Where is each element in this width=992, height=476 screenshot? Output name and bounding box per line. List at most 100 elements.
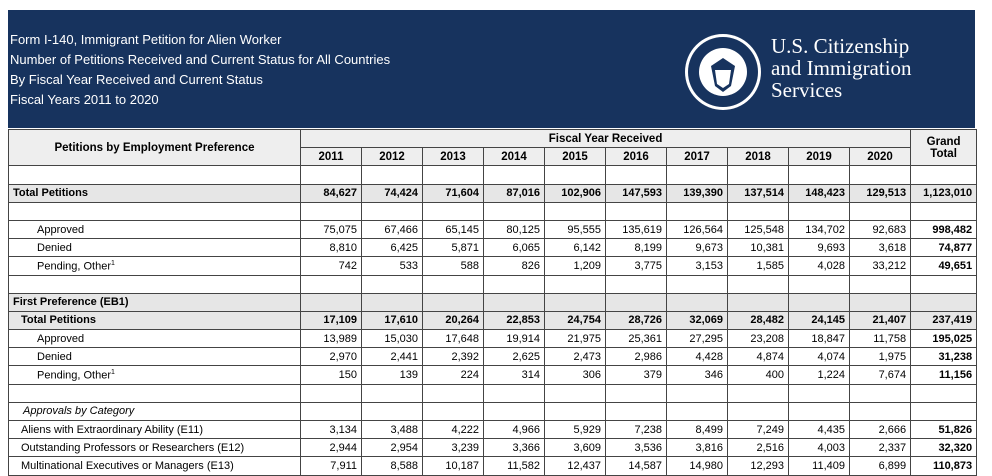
cell-text: 8,588 xyxy=(390,459,418,472)
cell-text: 24,145 xyxy=(811,314,845,327)
cell: 3,536 xyxy=(605,438,667,458)
cell: 23,208 xyxy=(727,329,789,349)
cell-text: 32,320 xyxy=(938,441,973,454)
cell: 4,874 xyxy=(727,347,789,367)
cell-text: 1,123,010 xyxy=(923,187,973,200)
cell: 4,222 xyxy=(422,419,484,440)
cell: 2,441 xyxy=(361,347,423,367)
row-label: Pending, Other1 xyxy=(8,365,301,385)
cell-text: 2,944 xyxy=(329,441,357,454)
cell-text: 33,212 xyxy=(872,259,907,272)
cell: 80,125 xyxy=(483,219,545,240)
cell: 7,674 xyxy=(848,365,912,385)
cell-text: 137,514 xyxy=(744,187,784,200)
blank-cell xyxy=(727,274,789,294)
blank-cell xyxy=(605,201,667,221)
blank-cell xyxy=(910,383,978,403)
cell: 742 xyxy=(300,256,362,276)
cell-text: 92,683 xyxy=(872,223,907,236)
blank-cell xyxy=(910,401,978,422)
table-row: 2011 2012 2013 2014 2015 2016 2017 2018 2019 2020 xyxy=(9,147,977,167)
cell: 2,970 xyxy=(300,347,362,367)
blank-cell xyxy=(727,383,789,403)
cell: 1,975 xyxy=(848,347,912,367)
cell: 9,693 xyxy=(788,238,850,258)
blank-cell xyxy=(666,292,728,312)
cell-text: 21,975 xyxy=(567,332,601,345)
cell: 11,156 xyxy=(910,365,978,385)
column-header: 2018 xyxy=(727,147,789,167)
column-header: 2013 xyxy=(422,147,484,167)
cell-text: 74,424 xyxy=(384,187,418,200)
cell: 3,488 xyxy=(361,419,423,440)
cell: 400 xyxy=(727,365,789,385)
table-row: Total Petitions 84,627 74,424 71,604 87,016 1… xyxy=(8,183,978,203)
table-row xyxy=(8,274,978,294)
cell: 3,618 xyxy=(848,238,912,258)
cell-text: 8,499 xyxy=(695,423,723,436)
cell: 148,423 xyxy=(788,183,850,203)
cell: 1,224 xyxy=(788,365,850,385)
blank-cell xyxy=(788,274,850,294)
cell: 4,028 xyxy=(788,256,850,276)
cell: 4,435 xyxy=(788,419,850,440)
cell-text: 74,877 xyxy=(938,241,973,254)
column-header: 2019 xyxy=(788,147,850,167)
cell-text: 742 xyxy=(338,259,357,272)
cell-text: 2,970 xyxy=(329,350,357,363)
cell-text: 49,651 xyxy=(938,259,973,272)
blank-cell xyxy=(848,274,912,294)
column-header: Grand Total xyxy=(910,128,978,167)
cell-text: 51,826 xyxy=(938,423,973,436)
cell: 11,758 xyxy=(848,329,912,349)
title-line: By Fiscal Year Received and Current Stat… xyxy=(10,72,263,87)
cell-text: 3,816 xyxy=(695,441,723,454)
cell-text: Fiscal Year Received xyxy=(548,132,663,145)
cell-text: 129,513 xyxy=(866,187,907,200)
cell-text: 31,238 xyxy=(938,350,973,363)
cell-text: 32,069 xyxy=(689,314,723,327)
cell-text: 8,199 xyxy=(634,241,662,254)
blank-cell xyxy=(300,165,362,185)
blank-cell xyxy=(422,274,484,294)
cell-text: 3,775 xyxy=(634,259,662,272)
cell-text: Total Petitions xyxy=(13,187,88,200)
cell-text: 3,618 xyxy=(878,241,907,254)
cell-text: 6,899 xyxy=(878,459,907,472)
cell-text: 17,648 xyxy=(445,332,479,345)
cell-text: 19,914 xyxy=(506,332,540,345)
cell-text: 147,593 xyxy=(622,187,662,200)
table-row: Denied 2,970 2,441 2,392 2,625 2,473 2,986 4,42… xyxy=(8,347,978,367)
blank-cell xyxy=(788,201,850,221)
cell: 3,366 xyxy=(483,438,545,458)
cell-text: Total xyxy=(930,147,957,160)
cell-text: 4,966 xyxy=(512,423,540,436)
cell-text: 65,145 xyxy=(445,223,479,236)
cell-text: 3,239 xyxy=(451,441,479,454)
cell-text: 2013 xyxy=(440,150,466,163)
cell: 87,016 xyxy=(483,183,545,203)
cell: 9,673 xyxy=(666,238,728,258)
cell: 139 xyxy=(361,365,423,385)
blank-cell xyxy=(483,383,545,403)
cell: 134,702 xyxy=(788,219,850,240)
blank-cell xyxy=(361,401,423,422)
cell-text: 2,625 xyxy=(512,350,540,363)
table-row: Petitions by Employment Preference Fiscal… xyxy=(8,128,978,167)
cell-text: 139 xyxy=(399,369,418,382)
table-row: Approvals by Category xyxy=(8,401,978,422)
cell-text: 27,295 xyxy=(689,332,723,345)
cell-text: 4,074 xyxy=(817,350,845,363)
cell-text: 1,585 xyxy=(756,259,784,272)
cell-text: 12,293 xyxy=(750,459,784,472)
cell-text: 6,425 xyxy=(390,241,418,254)
cell: 2,666 xyxy=(848,419,912,440)
blank-cell xyxy=(544,401,606,422)
cell: 3,816 xyxy=(666,438,728,458)
cell: 27,295 xyxy=(666,329,728,349)
cell-text: Multinational Executives or Managers (E1… xyxy=(21,459,234,472)
cell-text: 14,587 xyxy=(628,459,662,472)
cell-text: 148,423 xyxy=(805,187,845,200)
cell-text: 588 xyxy=(460,259,479,272)
row-label: Total Petitions xyxy=(8,183,301,203)
